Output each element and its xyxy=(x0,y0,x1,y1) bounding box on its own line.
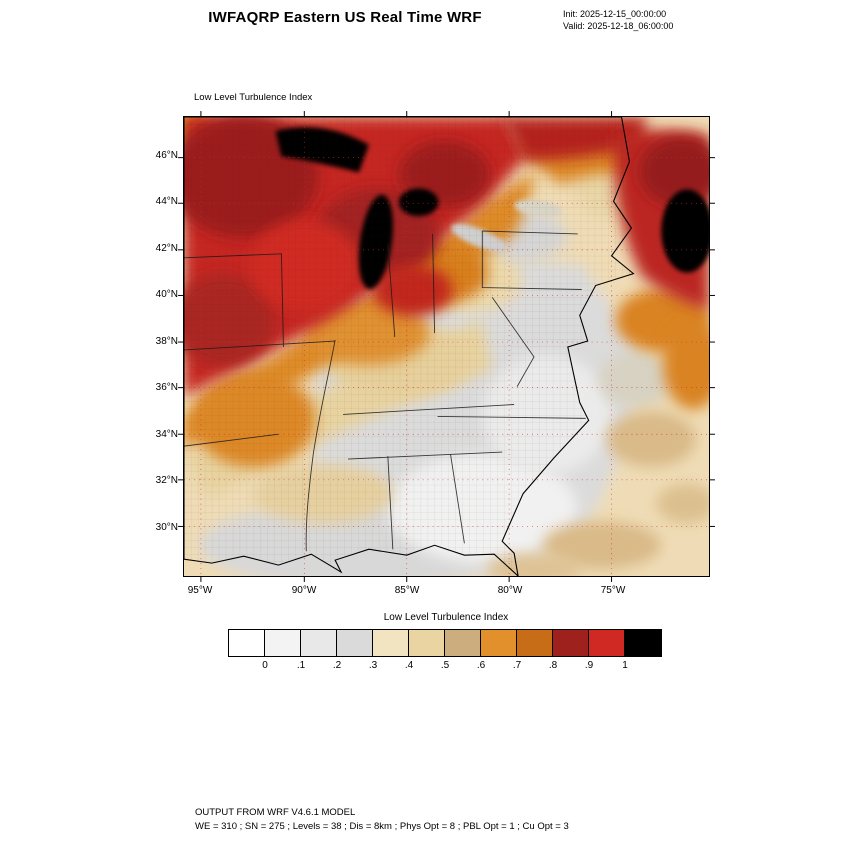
colorbar-cell xyxy=(481,630,517,656)
lat-label: 40°N xyxy=(155,289,178,300)
lat-label: 32°N xyxy=(155,475,178,486)
colorbar-cell xyxy=(517,630,553,656)
colorbar-cell xyxy=(301,630,337,656)
field-label: Low Level Turbulence Index xyxy=(194,92,313,103)
colorbar-cell xyxy=(337,630,373,656)
colorbar-cell xyxy=(373,630,409,656)
footer: OUTPUT FROM WRF V4.6.1 MODEL WE = 310 ; … xyxy=(195,806,569,833)
lat-label: 42°N xyxy=(155,243,178,254)
state-boundaries xyxy=(184,230,586,552)
colorbar-tick-label: .5 xyxy=(440,660,450,671)
lon-label: 80°W xyxy=(497,585,523,596)
colorbar-cell xyxy=(553,630,589,656)
colorbar-tick-label: .8 xyxy=(548,660,558,671)
footer-config-line: WE = 310 ; SN = 275 ; Levels = 38 ; Dis … xyxy=(195,820,569,832)
colorbar-tick-label: .7 xyxy=(512,660,522,671)
colorbar-tick-label: .4 xyxy=(404,660,414,671)
map-panel xyxy=(178,111,715,582)
lon-label: 90°W xyxy=(291,585,317,596)
lon-label: 95°W xyxy=(187,585,213,596)
colorbar-cell xyxy=(625,630,661,656)
axis-ticks xyxy=(178,111,715,582)
colorbar-tick-label: 1 xyxy=(622,660,628,671)
colorbar-tick-label: .1 xyxy=(296,660,306,671)
colorbar-tick-label: .6 xyxy=(476,660,486,671)
lon-label: 75°W xyxy=(600,585,626,596)
colorbar-tick-label: .2 xyxy=(332,660,342,671)
colorbar-cell xyxy=(445,630,481,656)
colorbar-tick-label: .3 xyxy=(368,660,378,671)
lon-label: 85°W xyxy=(394,585,420,596)
valid-time: Valid: 2025-12-18_06:00:00 xyxy=(563,21,674,31)
init-valid-times: Init: 2025-12-15_00:00:00 Valid: 2025-12… xyxy=(563,8,673,32)
lat-label: 38°N xyxy=(155,336,178,347)
colorbar-title: Low Level Turbulence Index xyxy=(383,612,509,623)
colorbar-cell xyxy=(229,630,265,656)
colorbar-cell xyxy=(589,630,625,656)
page-title: IWFAQRP Eastern US Real Time WRF xyxy=(208,9,482,26)
field-layers xyxy=(184,117,709,576)
northeast-black-max xyxy=(661,189,709,273)
colorbar-tick-label: 0 xyxy=(262,660,268,671)
lat-label: 44°N xyxy=(155,196,178,207)
colorbar-tick-label: .9 xyxy=(584,660,594,671)
lat-label: 46°N xyxy=(155,150,178,161)
colorbar xyxy=(228,629,662,657)
latlon-gridlines xyxy=(184,117,709,576)
lat-label: 30°N xyxy=(155,522,178,533)
colorbar-cell xyxy=(409,630,445,656)
footer-model-line: OUTPUT FROM WRF V4.6.1 MODEL xyxy=(195,807,356,818)
init-time: Init: 2025-12-15_00:00:00 xyxy=(563,9,667,19)
lat-label: 36°N xyxy=(155,382,178,393)
lat-label: 34°N xyxy=(155,429,178,440)
turbulence-map xyxy=(178,111,715,582)
colorbar-cell xyxy=(265,630,301,656)
